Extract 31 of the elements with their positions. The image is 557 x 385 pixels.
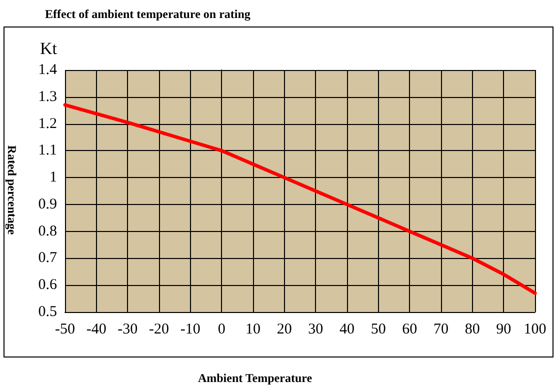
- y-tick-label: 1.1: [38, 142, 57, 159]
- y-tick-label: 0.6: [38, 277, 58, 294]
- y-tick-label: 0.5: [38, 304, 57, 320]
- x-tick-label: 60: [402, 322, 418, 338]
- x-tick-label: 50: [370, 322, 386, 338]
- chart-title: Effect of ambient temperature on rating: [45, 7, 250, 21]
- y-tick-label: 1.2: [38, 116, 57, 132]
- text: Kt: [40, 39, 58, 58]
- x-axis-title: Ambient Temperature: [198, 371, 313, 385]
- x-tick-label: 90: [496, 322, 512, 338]
- x-tick-label: -50: [55, 322, 75, 338]
- y-tick-label: 0.8: [38, 223, 57, 240]
- x-tick-label: -10: [180, 322, 200, 338]
- y-tick-label: 0.7: [38, 250, 58, 266]
- x-tick-label: 10: [246, 322, 260, 338]
- y-tick-label: 1: [50, 170, 57, 186]
- x-tick-label: -20: [149, 322, 169, 338]
- x-tick-label: 40: [340, 322, 354, 338]
- y-tick-label: 1.4: [38, 62, 58, 78]
- x-tick-label: 20: [276, 322, 292, 338]
- x-tick-label: 30: [308, 322, 324, 338]
- y-axis-title: Rated percentage: [5, 145, 19, 236]
- y-tick-label: 1.3: [38, 88, 57, 105]
- x-tick-label: 80: [464, 322, 480, 338]
- line-series: [63, 103, 537, 295]
- x-tick-label: -40: [86, 322, 106, 338]
- y-tick-label: 0.9: [38, 196, 57, 212]
- x-tick-label: 0: [218, 322, 226, 338]
- x-tick-label: 70: [434, 322, 448, 338]
- x-tick-label: -30: [118, 322, 138, 338]
- x-tick-label: 100: [524, 322, 546, 338]
